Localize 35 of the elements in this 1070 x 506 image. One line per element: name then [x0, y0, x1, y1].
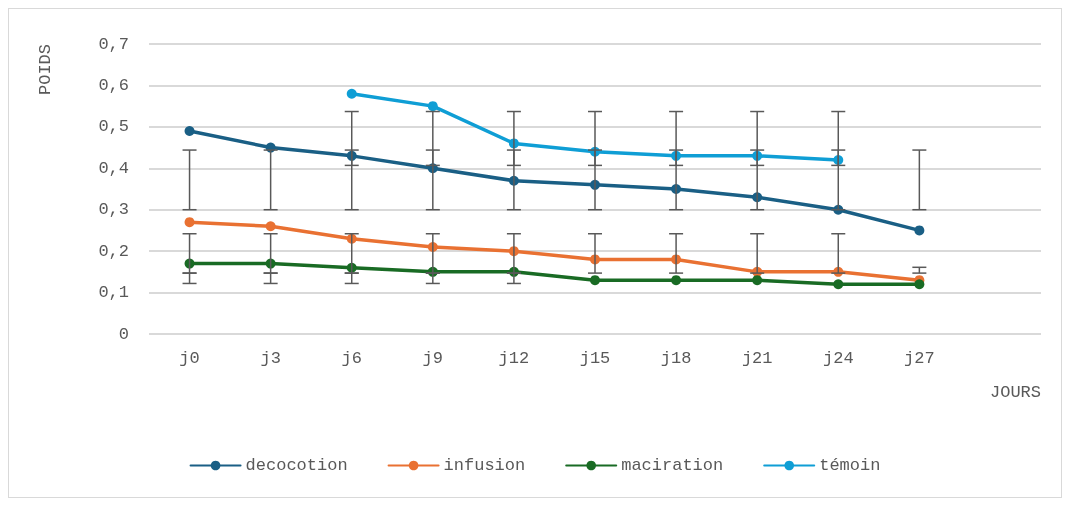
x-tick-label: j3: [260, 349, 281, 368]
point: [184, 217, 195, 228]
y-tick-label: 0,1: [98, 283, 129, 303]
y-tick-label: 0,6: [98, 75, 129, 95]
x-tick-label: j0: [179, 349, 200, 368]
x-tick-label: j9: [422, 349, 444, 368]
point: [914, 279, 925, 290]
y-tick-label: 0,2: [98, 241, 129, 261]
x-tick-label: j6: [341, 349, 362, 368]
point: [833, 279, 844, 290]
point: [752, 275, 763, 286]
point: [914, 225, 925, 236]
point: [346, 88, 357, 99]
legend-label: témoin: [819, 456, 881, 475]
y-tick-label: 0: [118, 324, 129, 344]
x-tick-label: j18: [660, 349, 692, 368]
point: [671, 275, 682, 286]
x-tick-label: j24: [822, 349, 854, 368]
legend-label: decocotion: [245, 456, 348, 475]
x-tick-label: j27: [904, 349, 935, 368]
y-tick-label: 0,7: [98, 34, 129, 54]
y-tick-label: 0,5: [98, 117, 129, 137]
x-axis-title: JOURS: [989, 383, 1041, 402]
point: [590, 275, 600, 286]
legend-label: infusion: [443, 456, 526, 475]
point: [184, 126, 195, 136]
x-tick-label: j21: [741, 349, 773, 368]
y-tick-label: 0,4: [98, 158, 129, 178]
point: [265, 221, 276, 232]
y-axis-title: POIDS: [36, 44, 55, 96]
point: [427, 101, 438, 112]
x-tick-label: j12: [498, 349, 530, 368]
y-tick-label: 0,3: [98, 200, 129, 220]
legend-label: maciration: [621, 456, 724, 475]
x-tick-label: j15: [579, 349, 611, 368]
